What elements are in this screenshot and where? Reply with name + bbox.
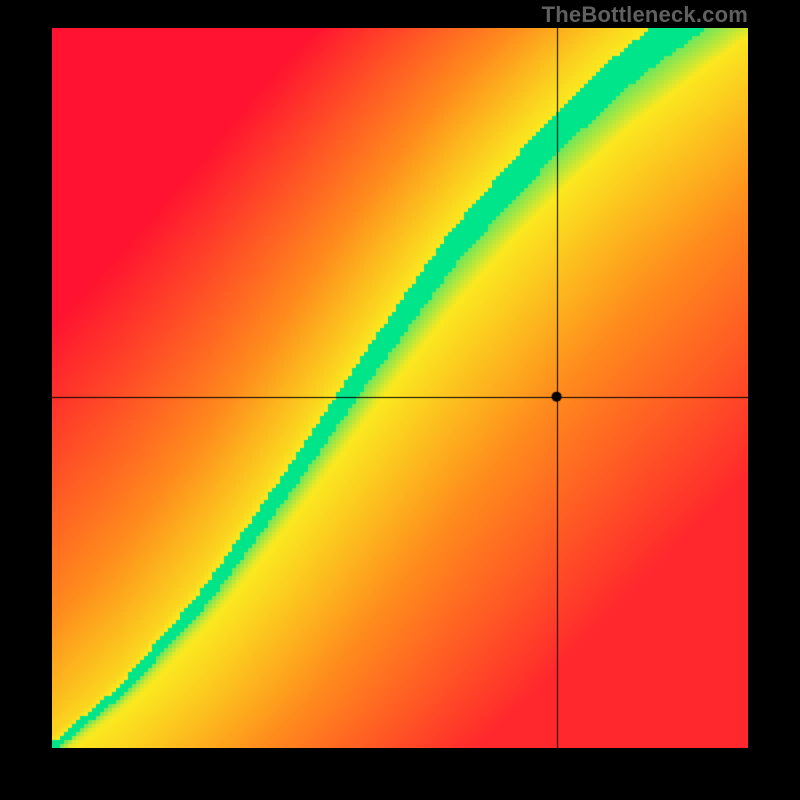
watermark-text: TheBottleneck.com xyxy=(542,2,748,28)
crosshair-overlay xyxy=(52,28,748,748)
chart-container: TheBottleneck.com xyxy=(0,0,800,800)
